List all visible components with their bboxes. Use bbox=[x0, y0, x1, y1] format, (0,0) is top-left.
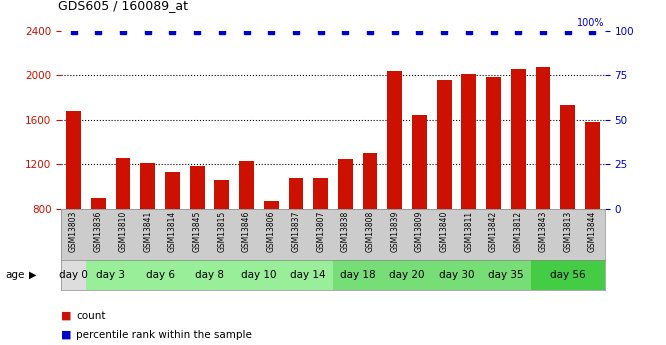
Text: GSM13845: GSM13845 bbox=[192, 211, 202, 252]
Bar bbox=[264, 201, 278, 297]
Bar bbox=[412, 116, 427, 297]
Text: day 10: day 10 bbox=[241, 270, 276, 280]
Text: day 14: day 14 bbox=[290, 270, 326, 280]
Bar bbox=[160, 209, 184, 260]
Text: GSM13803: GSM13803 bbox=[69, 211, 78, 252]
Text: day 6: day 6 bbox=[146, 270, 174, 280]
Bar bbox=[214, 180, 229, 297]
Bar bbox=[116, 158, 131, 297]
Bar bbox=[288, 178, 303, 297]
Bar bbox=[86, 209, 111, 260]
Text: ▶: ▶ bbox=[29, 270, 36, 280]
Text: GSM13837: GSM13837 bbox=[292, 211, 300, 252]
Bar bbox=[184, 260, 234, 290]
Bar bbox=[531, 260, 605, 290]
Bar bbox=[531, 209, 555, 260]
Bar bbox=[308, 209, 333, 260]
Bar bbox=[338, 159, 353, 297]
Text: percentile rank within the sample: percentile rank within the sample bbox=[76, 330, 252, 339]
Text: day 20: day 20 bbox=[390, 270, 425, 280]
Text: GSM13838: GSM13838 bbox=[341, 211, 350, 252]
Bar bbox=[259, 209, 284, 260]
Text: day 8: day 8 bbox=[195, 270, 224, 280]
Bar bbox=[388, 71, 402, 297]
Bar bbox=[61, 260, 86, 290]
Bar bbox=[407, 209, 432, 260]
Text: GSM13812: GSM13812 bbox=[513, 211, 523, 252]
Bar bbox=[210, 209, 234, 260]
Text: GSM13806: GSM13806 bbox=[267, 211, 276, 252]
Bar bbox=[382, 209, 407, 260]
Text: 100%: 100% bbox=[577, 18, 605, 28]
Text: ■: ■ bbox=[61, 311, 72, 321]
Text: day 3: day 3 bbox=[96, 270, 125, 280]
Text: GSM13840: GSM13840 bbox=[440, 211, 449, 252]
Text: GSM13811: GSM13811 bbox=[464, 211, 474, 252]
Text: GSM13843: GSM13843 bbox=[539, 211, 547, 252]
Bar bbox=[239, 161, 254, 297]
Bar bbox=[482, 209, 506, 260]
Text: GSM13814: GSM13814 bbox=[168, 211, 177, 252]
Text: GSM13841: GSM13841 bbox=[143, 211, 153, 252]
Bar bbox=[111, 209, 135, 260]
Bar bbox=[462, 75, 476, 297]
Bar bbox=[456, 209, 482, 260]
Text: GSM13807: GSM13807 bbox=[316, 211, 325, 252]
Bar bbox=[284, 209, 308, 260]
Bar bbox=[61, 209, 86, 260]
Bar bbox=[86, 260, 135, 290]
Text: ■: ■ bbox=[61, 330, 72, 339]
Bar bbox=[535, 67, 550, 297]
Bar bbox=[66, 111, 81, 297]
Bar bbox=[437, 80, 452, 297]
Text: GSM13846: GSM13846 bbox=[242, 211, 251, 252]
Text: GSM13842: GSM13842 bbox=[489, 211, 498, 252]
Text: day 56: day 56 bbox=[550, 270, 585, 280]
Bar bbox=[560, 106, 575, 297]
Bar bbox=[511, 69, 525, 297]
Bar bbox=[506, 209, 531, 260]
Text: GSM13808: GSM13808 bbox=[366, 211, 374, 252]
Text: day 35: day 35 bbox=[488, 270, 523, 280]
Text: GSM13836: GSM13836 bbox=[94, 211, 103, 252]
Bar bbox=[333, 260, 382, 290]
Bar bbox=[555, 209, 580, 260]
Text: GSM13815: GSM13815 bbox=[217, 211, 226, 252]
Text: day 30: day 30 bbox=[439, 270, 474, 280]
Bar bbox=[482, 260, 531, 290]
Text: GSM13813: GSM13813 bbox=[563, 211, 572, 252]
Bar bbox=[382, 260, 432, 290]
Text: GSM13809: GSM13809 bbox=[415, 211, 424, 252]
Bar bbox=[135, 209, 160, 260]
Bar bbox=[234, 260, 284, 290]
Bar bbox=[313, 178, 328, 297]
Bar bbox=[184, 209, 210, 260]
Bar bbox=[165, 172, 180, 297]
Text: GSM13844: GSM13844 bbox=[588, 211, 597, 252]
Text: GSM13810: GSM13810 bbox=[119, 211, 127, 252]
Text: GDS605 / 160089_at: GDS605 / 160089_at bbox=[58, 0, 188, 12]
Bar bbox=[363, 153, 378, 297]
Bar bbox=[432, 209, 456, 260]
Text: age: age bbox=[5, 270, 25, 280]
Text: day 0: day 0 bbox=[59, 270, 88, 280]
Bar bbox=[190, 166, 204, 297]
Text: day 18: day 18 bbox=[340, 270, 376, 280]
Text: count: count bbox=[76, 311, 105, 321]
Bar bbox=[432, 260, 482, 290]
Bar bbox=[580, 209, 605, 260]
Bar bbox=[333, 209, 358, 260]
Bar bbox=[486, 77, 501, 297]
Bar bbox=[141, 163, 155, 297]
Bar bbox=[585, 122, 600, 297]
Bar bbox=[284, 260, 333, 290]
Bar bbox=[358, 209, 382, 260]
Bar bbox=[135, 260, 184, 290]
Text: GSM13839: GSM13839 bbox=[390, 211, 399, 252]
Bar bbox=[234, 209, 259, 260]
Bar bbox=[91, 198, 106, 297]
